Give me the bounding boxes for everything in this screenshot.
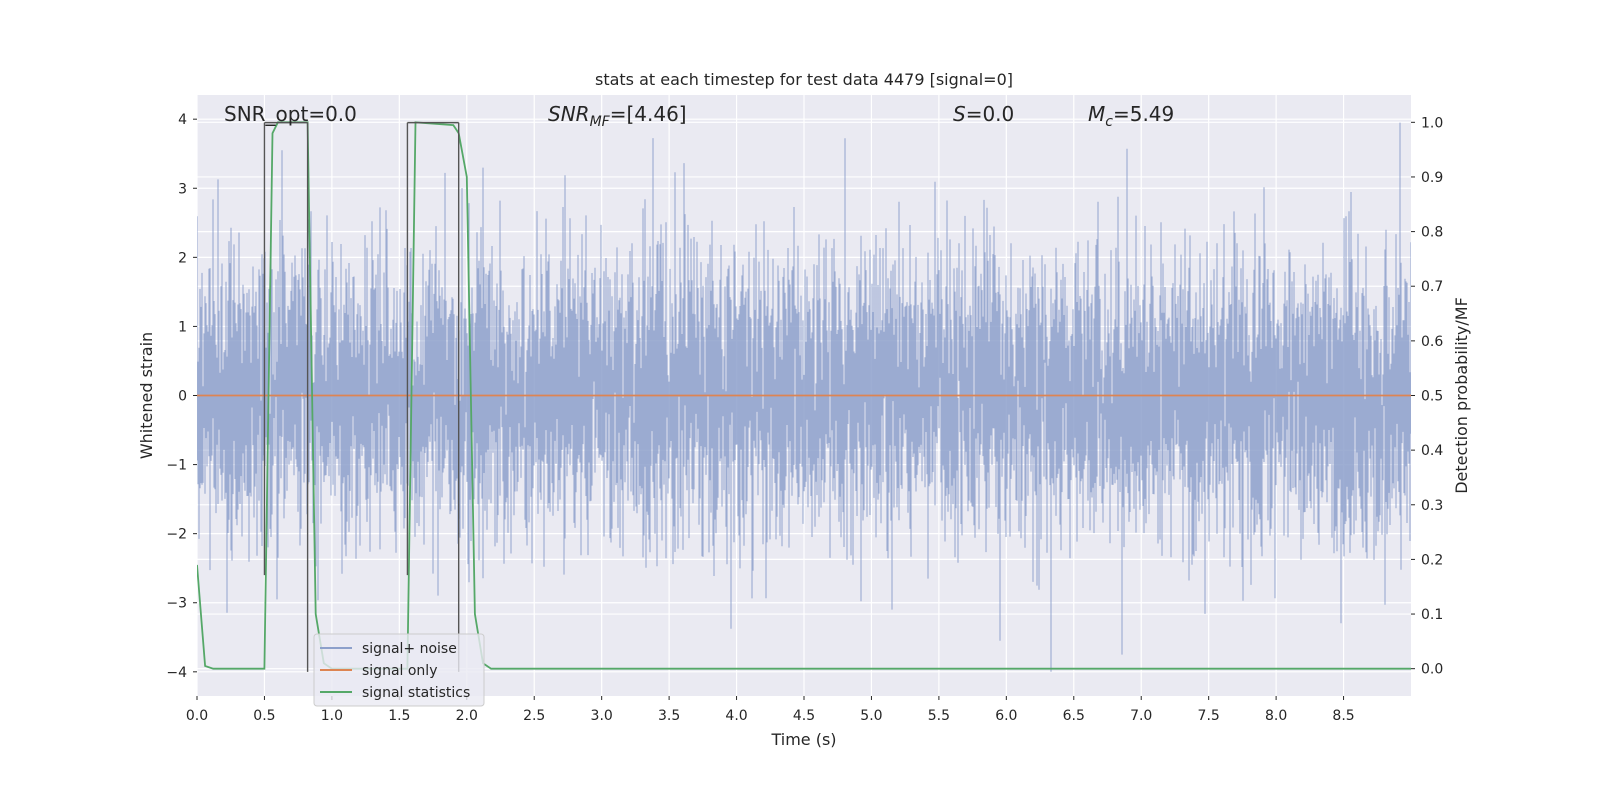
y-left-tick-label: −4 <box>166 665 187 681</box>
chart-title: stats at each timestep for test data 447… <box>595 70 1013 89</box>
x-tick-label: 4.5 <box>793 708 815 724</box>
x-tick-label: 8.5 <box>1332 708 1354 724</box>
y-left-tick-label: 0 <box>178 389 187 405</box>
series-signal-noise <box>197 122 1411 672</box>
x-tick-label: 7.5 <box>1198 708 1220 724</box>
annotations: SNR_opt=0.0 SNRMF=[4.46] S=0.0 Mc=5.49 <box>224 102 1174 130</box>
y-right-tick-label: 0.2 <box>1421 552 1443 568</box>
x-tick-label: 8.0 <box>1265 708 1287 724</box>
legend-label: signal only <box>362 663 437 679</box>
legend-label: signal statistics <box>362 685 470 701</box>
x-axis-label: Time (s) <box>770 730 836 749</box>
x-tick-label: 6.5 <box>1063 708 1085 724</box>
legend: signal+ noise signal only signal statistic… <box>313 633 485 707</box>
y-axis-right-label: Detection probability/MF <box>1452 297 1471 494</box>
y-left-tick-label: 4 <box>178 112 187 128</box>
y-axis-left-label: Whitened strain <box>137 332 156 459</box>
x-tick-label: 2.0 <box>456 708 478 724</box>
y-right-tick-label: 0.5 <box>1421 389 1443 405</box>
y-right-tick-label: 0.9 <box>1421 170 1443 186</box>
x-tick-label: 1.0 <box>321 708 343 724</box>
y-right-tick-label: 0.3 <box>1421 498 1443 514</box>
y-left-tick-label: 1 <box>178 319 187 335</box>
x-tick-label: 3.5 <box>658 708 680 724</box>
annotation-snr-mf: SNRMF=[4.46] <box>548 102 687 130</box>
annotation-snr-opt: SNR_opt=0.0 <box>224 102 357 126</box>
x-tick-label: 5.5 <box>928 708 950 724</box>
x-tick-label: 6.0 <box>995 708 1017 724</box>
x-tick-label: 1.5 <box>388 708 410 724</box>
y-right-tick-label: 0.7 <box>1421 279 1443 295</box>
x-tick-label: 2.5 <box>523 708 545 724</box>
annotation-mc-value: Mc=5.49 <box>1088 102 1174 130</box>
y-right-tick-label: 0.1 <box>1421 607 1443 623</box>
x-tick-label: 0.0 <box>186 708 208 724</box>
y-right-tick-label: 0.0 <box>1421 662 1443 678</box>
y-right-tick-label: 0.6 <box>1421 334 1443 350</box>
noise-trace <box>197 122 1411 672</box>
x-tick-label: 0.5 <box>253 708 275 724</box>
y-left-tick-label: −1 <box>166 458 187 474</box>
y-left-tick-label: −3 <box>166 596 187 612</box>
y-left-tick-label: 3 <box>178 181 187 197</box>
y-right-tick-label: 1.0 <box>1421 115 1443 131</box>
x-tick-label: 5.0 <box>860 708 882 724</box>
y-right-tick-label: 0.4 <box>1421 443 1443 459</box>
y-right-tick-label: 0.8 <box>1421 225 1443 241</box>
x-tick-label: 7.0 <box>1130 708 1152 724</box>
legend-label: signal+ noise <box>362 641 457 657</box>
x-tick-label: 3.0 <box>591 708 613 724</box>
legend-box <box>313 633 485 707</box>
y-left-tick-label: −2 <box>166 527 187 543</box>
axes: 0.0 0.5 1.0 1.5 2.0 2.5 3.0 3.5 4.0 4.5 5.0 5.5 6.0 6… <box>166 112 1443 724</box>
x-tick-label: 4.0 <box>725 708 747 724</box>
annotation-s-value: S=0.0 <box>953 102 1014 126</box>
y-left-tick-label: 2 <box>178 250 187 266</box>
